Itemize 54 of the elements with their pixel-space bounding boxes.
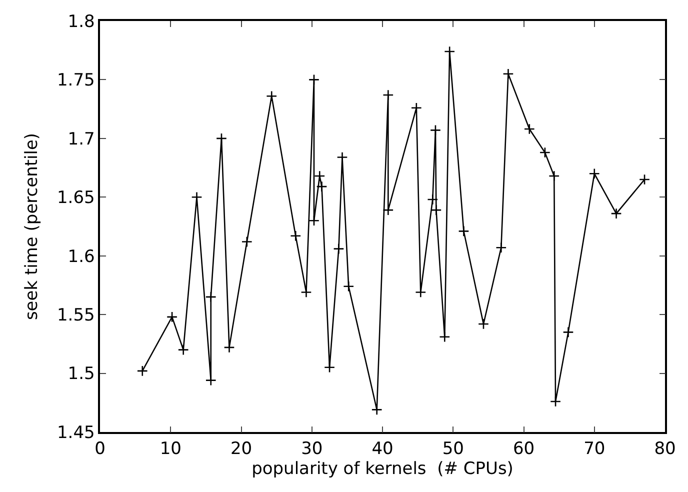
point: [266, 90, 278, 102]
x-tick-label: 80: [654, 439, 676, 460]
y-tick-label: 1.7: [68, 129, 95, 150]
y-tick-label: 1.65: [56, 188, 95, 208]
point: [502, 68, 514, 80]
point: [316, 181, 328, 192]
x-tick-label: 70: [584, 439, 606, 460]
point: [458, 226, 470, 237]
point: [539, 146, 550, 158]
point: [308, 215, 320, 226]
x-tick-label: 40: [372, 439, 394, 460]
point: [333, 243, 344, 254]
point: [550, 396, 562, 408]
point: [444, 46, 456, 58]
point: [324, 362, 336, 373]
y-tick-label: 1.5: [68, 364, 95, 384]
point: [136, 365, 148, 376]
point: [343, 280, 354, 292]
point: [478, 318, 490, 330]
point: [241, 236, 252, 248]
point: [216, 132, 228, 144]
x-tick-label: 60: [512, 439, 535, 460]
point: [427, 194, 438, 206]
y-tick-label: 1.55: [56, 306, 95, 326]
point: [430, 124, 442, 136]
point: [638, 174, 650, 186]
point: [524, 123, 535, 135]
point: [410, 102, 422, 114]
point: [430, 204, 442, 216]
y-tick-label: 1.75: [56, 70, 95, 91]
x-tick-label: 20: [230, 439, 252, 460]
point: [205, 291, 216, 303]
x-axis-title: popularity of kernels (# CPUs): [252, 459, 514, 480]
point: [548, 170, 560, 182]
point: [308, 74, 320, 86]
point: [205, 374, 216, 386]
x-tick-label: 0: [94, 439, 106, 460]
y-tick-label: 1.45: [56, 422, 95, 443]
y-tick-label: 1.8: [68, 12, 95, 32]
y-tick-label: 1.6: [68, 246, 95, 267]
y-axis-title: seek time (percentile): [22, 132, 42, 320]
point: [610, 208, 622, 220]
x-tick-label: 50: [442, 439, 464, 460]
point: [290, 230, 302, 242]
x-tick-label: 30: [301, 439, 323, 460]
point: [178, 344, 189, 356]
point: [314, 170, 326, 182]
x-tick-label: 10: [160, 439, 182, 460]
point: [439, 331, 450, 342]
point: [166, 311, 178, 322]
point: [382, 89, 394, 101]
point: [588, 168, 600, 180]
point: [496, 242, 507, 254]
point: [562, 326, 574, 338]
